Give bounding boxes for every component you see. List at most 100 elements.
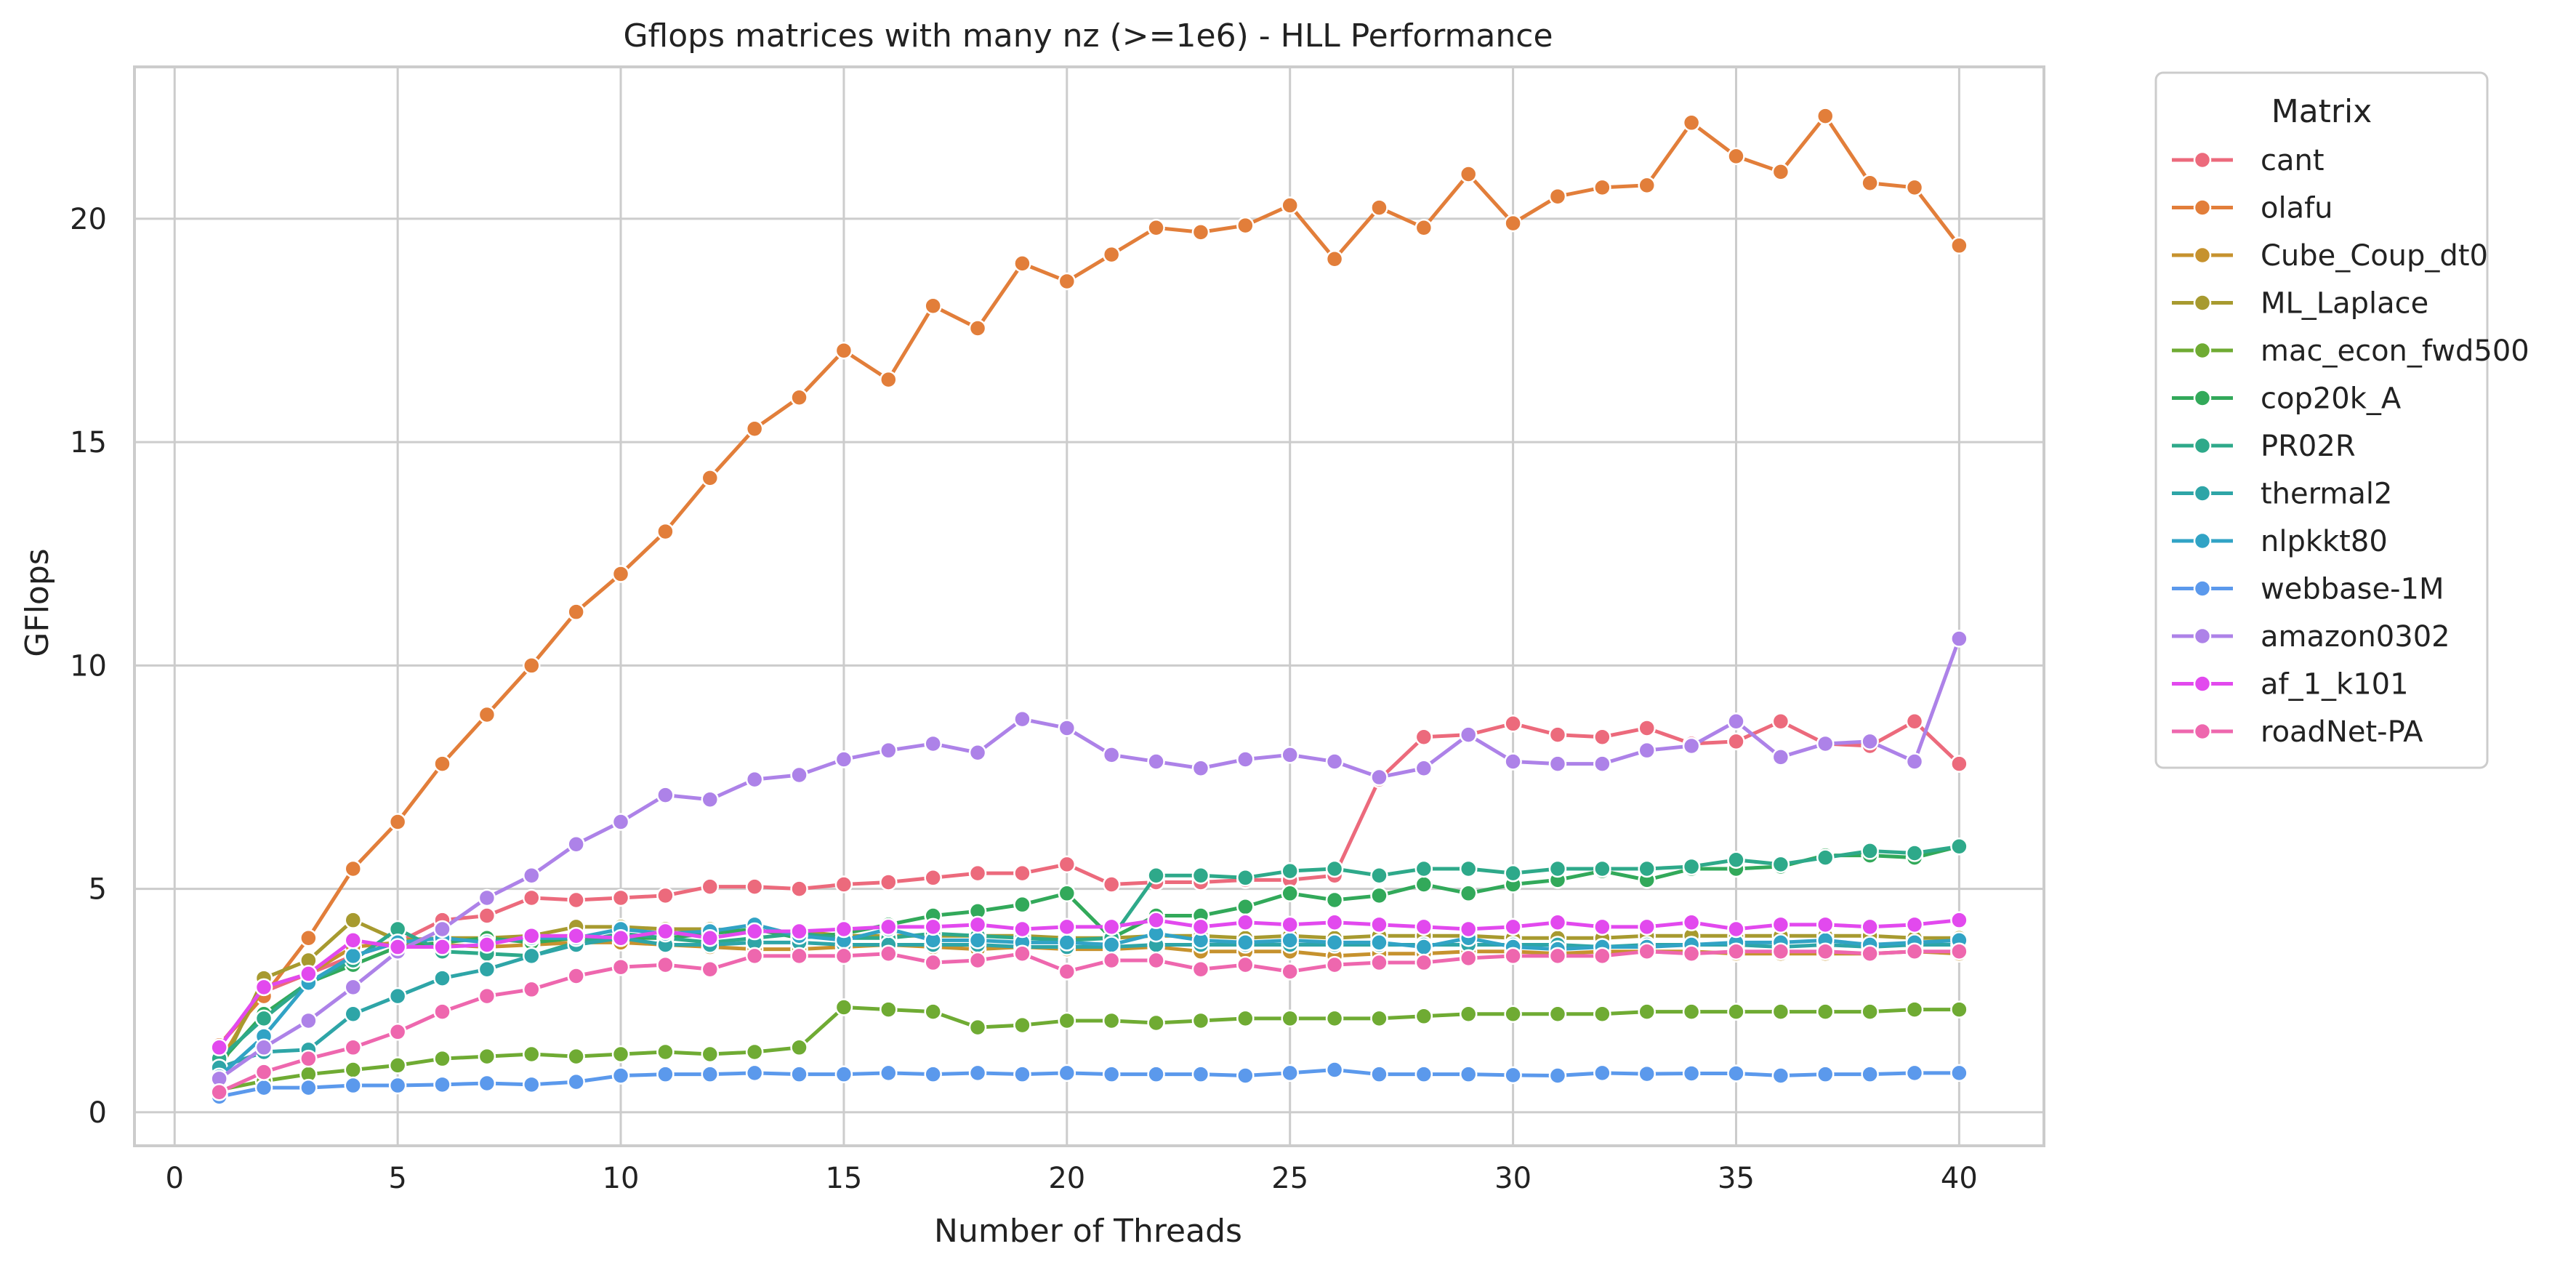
data-point xyxy=(388,938,407,956)
legend-label: Cube_Coup_dt0 xyxy=(2261,239,2488,273)
data-point xyxy=(1459,884,1478,903)
data-point xyxy=(1504,864,1522,883)
data-point xyxy=(1950,942,1968,960)
legend-marker xyxy=(2193,150,2212,169)
data-point xyxy=(1013,1016,1031,1035)
data-point xyxy=(1191,1065,1210,1083)
data-point xyxy=(1414,875,1433,893)
data-point xyxy=(1370,915,1388,934)
data-point xyxy=(523,656,541,675)
data-point xyxy=(1816,942,1835,960)
legend-label: roadNet-PA xyxy=(2261,715,2423,749)
data-point xyxy=(1147,1065,1165,1083)
data-point xyxy=(567,967,585,985)
data-point xyxy=(611,1067,630,1085)
data-point xyxy=(880,741,898,760)
data-point xyxy=(834,998,853,1016)
x-axis-label: Number of Threads xyxy=(934,1213,1242,1250)
y-axis-ticks: 0 5 10 15 20 xyxy=(70,203,107,1130)
data-point xyxy=(523,866,541,885)
data-point xyxy=(478,960,496,979)
data-point xyxy=(1058,884,1076,903)
data-point xyxy=(790,766,808,784)
data-point xyxy=(210,1038,228,1057)
data-point xyxy=(1593,1064,1611,1083)
data-point xyxy=(656,1043,675,1061)
data-point xyxy=(1504,1066,1522,1085)
series-webbase-1M xyxy=(210,1061,1968,1106)
data-point xyxy=(1548,1067,1567,1085)
data-point xyxy=(611,888,630,907)
data-point xyxy=(611,565,630,583)
data-point xyxy=(523,1075,541,1094)
data-point xyxy=(1459,165,1478,183)
data-point xyxy=(1593,178,1611,197)
x-tick-label: 25 xyxy=(1271,1162,1308,1195)
data-point xyxy=(523,947,541,965)
data-point xyxy=(1370,198,1388,217)
legend-item: mac_econ_fwd500 xyxy=(2172,334,2529,368)
data-point xyxy=(1013,710,1031,728)
data-point xyxy=(656,922,675,941)
data-point xyxy=(834,875,853,893)
data-point xyxy=(968,319,987,337)
data-point xyxy=(1013,864,1031,883)
data-point xyxy=(478,936,496,954)
data-point xyxy=(433,1003,451,1021)
data-point xyxy=(968,951,987,970)
data-point xyxy=(344,859,363,878)
data-point xyxy=(1191,960,1210,979)
legend-items: cant olafu Cube_Coup_dt0 ML_Laplace mac_econ… xyxy=(2172,144,2529,749)
data-point xyxy=(1905,752,1924,771)
data-point xyxy=(299,929,318,947)
data-point xyxy=(567,603,585,621)
data-point xyxy=(1727,712,1745,731)
data-point xyxy=(745,878,764,896)
data-point xyxy=(1861,174,1879,193)
data-point xyxy=(1236,869,1255,887)
data-point xyxy=(1370,933,1388,952)
data-point xyxy=(1638,942,1656,960)
data-point xyxy=(254,1009,273,1028)
series-amazon0302 xyxy=(210,630,1968,1088)
data-point xyxy=(299,1078,318,1097)
data-point xyxy=(1459,726,1478,744)
data-point xyxy=(388,987,407,1005)
data-point xyxy=(1147,752,1165,771)
data-point xyxy=(1771,942,1790,960)
data-point xyxy=(1727,851,1745,869)
data-point xyxy=(1370,768,1388,787)
y-tick-label: 20 xyxy=(70,203,107,236)
data-point xyxy=(1816,1065,1835,1083)
data-point xyxy=(745,419,764,438)
legend-item: af_1_k101 xyxy=(2172,668,2409,702)
data-point xyxy=(1058,963,1076,981)
data-point xyxy=(1414,218,1433,237)
data-point xyxy=(1414,759,1433,778)
legend-frame xyxy=(2154,71,2489,769)
data-point xyxy=(1638,176,1656,195)
y-tick-label: 15 xyxy=(70,426,107,459)
series-line xyxy=(219,1068,1960,1099)
data-point xyxy=(1236,913,1255,932)
data-point xyxy=(1504,214,1522,233)
data-point xyxy=(701,1045,720,1064)
data-point xyxy=(344,1038,363,1057)
data-point xyxy=(1950,236,1968,255)
data-point xyxy=(1548,913,1567,932)
data-point xyxy=(1682,736,1701,755)
data-point xyxy=(1414,1065,1433,1083)
y-tick-label: 10 xyxy=(70,649,107,683)
data-point xyxy=(344,911,363,929)
data-point xyxy=(1682,944,1701,963)
data-point xyxy=(388,1056,407,1075)
data-point xyxy=(924,1003,942,1021)
data-point xyxy=(924,297,942,316)
data-point xyxy=(433,969,451,987)
data-point xyxy=(1281,963,1299,981)
data-point xyxy=(1147,1013,1165,1032)
data-point xyxy=(790,922,808,941)
data-point xyxy=(1771,163,1790,181)
data-point xyxy=(701,1065,720,1083)
data-point xyxy=(1638,719,1656,737)
